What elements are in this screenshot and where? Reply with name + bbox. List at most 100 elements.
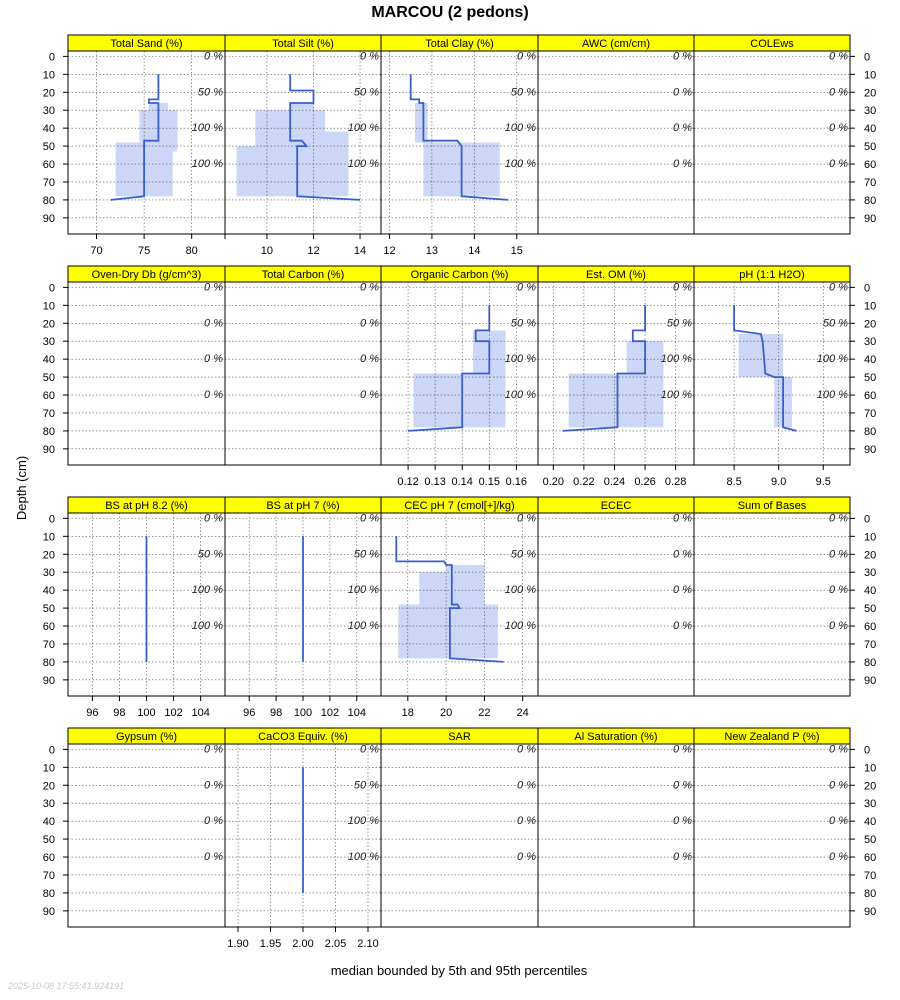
panel-frame — [693, 281, 851, 466]
pct-label: 0 % — [673, 512, 692, 524]
y-tick-label: 80 — [43, 888, 55, 900]
x-tick-label: 104 — [348, 707, 366, 719]
y-tick-label: 20 — [43, 549, 55, 561]
pct-label: 100 % — [192, 620, 223, 632]
pct-label: 50 % — [667, 317, 692, 329]
panel-title: Total Silt (%) — [272, 38, 334, 50]
pct-label: 0 % — [673, 50, 692, 62]
panel-title: BS at pH 7 (%) — [266, 500, 339, 512]
pct-label: 0 % — [517, 743, 536, 755]
pct-label: 100 % — [348, 584, 379, 596]
y-tick-label: 80 — [43, 426, 55, 438]
pct-label: 0 % — [517, 851, 536, 863]
pct-label: 0 % — [517, 50, 536, 62]
pct-label: 50 % — [354, 86, 379, 98]
panel-frame — [380, 743, 539, 928]
x-tick-label: 1.90 — [227, 938, 248, 950]
y-tick-label: 60 — [43, 852, 55, 864]
pct-label: 0 % — [673, 86, 692, 98]
chart-title: MARCOU (2 pedons) — [371, 4, 529, 21]
y-tick-label: 10 — [864, 762, 876, 774]
pct-label: 0 % — [673, 584, 692, 596]
y-tick-label: 70 — [43, 639, 55, 651]
x-tick-label: 8.5 — [726, 476, 741, 488]
y-tick-label: 0 — [49, 513, 55, 525]
pct-label: 50 % — [511, 86, 536, 98]
pct-label: 0 % — [829, 851, 848, 863]
y-tick-label: 20 — [864, 87, 876, 99]
percentile-band — [446, 565, 485, 573]
x-tick-label: 1.95 — [260, 938, 281, 950]
pct-label: 50 % — [823, 317, 848, 329]
y-tick-label: 50 — [43, 141, 55, 153]
pct-label: 0 % — [829, 50, 848, 62]
y-tick-label: 10 — [43, 531, 55, 543]
x-tick-label: 80 — [186, 245, 198, 257]
y-tick-label: 70 — [864, 870, 876, 882]
pct-label: 100 % — [817, 353, 848, 365]
pct-label: 0 % — [204, 50, 223, 62]
pct-label: 0 % — [829, 815, 848, 827]
y-axis-label: Depth (cm) — [14, 456, 29, 520]
x-tick-label: 100 — [294, 707, 312, 719]
panel-title: ECEC — [601, 500, 632, 512]
pct-label: 0 % — [360, 389, 379, 401]
pct-label: 0 % — [204, 353, 223, 365]
pct-label: 100 % — [817, 389, 848, 401]
pct-label: 0 % — [360, 353, 379, 365]
pct-label: 0 % — [673, 620, 692, 632]
pct-label: 0 % — [829, 548, 848, 560]
y-tick-label: 70 — [864, 177, 876, 189]
percentile-band — [290, 103, 314, 111]
y-tick-label: 10 — [43, 300, 55, 312]
panel-title: Oven-Dry Db (g/cm^3) — [92, 269, 202, 281]
median-line — [733, 305, 797, 432]
panel-frame — [537, 50, 695, 235]
y-tick-label: 40 — [864, 585, 876, 597]
x-tick-label: 0.12 — [397, 476, 418, 488]
timestamp: 2025-10-08 17:55:41.924191 — [8, 981, 125, 991]
pct-label: 0 % — [360, 317, 379, 329]
y-tick-label: 60 — [864, 390, 876, 402]
x-tick-label: 22 — [478, 707, 490, 719]
y-tick-label: 90 — [864, 906, 876, 918]
pct-label: 50 % — [198, 548, 223, 560]
pct-label: 0 % — [204, 743, 223, 755]
pct-label: 0 % — [673, 743, 692, 755]
x-tick-label: 15 — [511, 245, 523, 257]
panel-title: SAR — [448, 731, 471, 743]
panel-frame — [67, 281, 226, 466]
panel-frame — [67, 743, 226, 928]
x-tick-label: 100 — [137, 707, 155, 719]
x-tick-label: 98 — [113, 707, 125, 719]
panel-title: BS at pH 8.2 (%) — [105, 500, 188, 512]
pct-label: 0 % — [829, 620, 848, 632]
pct-label: 0 % — [204, 512, 223, 524]
pct-label: 0 % — [517, 281, 536, 293]
x-tick-label: 0.24 — [604, 476, 625, 488]
panel-title: Total Carbon (%) — [262, 269, 345, 281]
pct-label: 0 % — [360, 281, 379, 293]
x-tick-label: 14 — [354, 245, 366, 257]
pct-label: 0 % — [673, 548, 692, 560]
x-tick-label: 0.13 — [424, 476, 445, 488]
x-tick-label: 102 — [321, 707, 339, 719]
x-axis-label: median bounded by 5th and 95th percentil… — [330, 963, 588, 978]
x-tick-label: 0.26 — [634, 476, 655, 488]
y-tick-label: 0 — [864, 282, 870, 294]
y-tick-label: 50 — [864, 372, 876, 384]
y-tick-label: 30 — [43, 105, 55, 117]
y-tick-label: 50 — [43, 372, 55, 384]
pct-label: 0 % — [829, 158, 848, 170]
y-tick-label: 30 — [864, 105, 876, 117]
y-tick-label: 90 — [43, 906, 55, 918]
x-tick-label: 70 — [90, 245, 102, 257]
pct-label: 100 % — [505, 158, 536, 170]
y-tick-label: 50 — [43, 834, 55, 846]
panel-title: CEC pH 7 (cmol[+]/kg) — [404, 500, 514, 512]
y-tick-label: 80 — [864, 657, 876, 669]
median-line — [408, 305, 491, 432]
x-tick-label: 96 — [86, 707, 98, 719]
panel-title: CaCO3 Equiv. (%) — [258, 731, 348, 743]
